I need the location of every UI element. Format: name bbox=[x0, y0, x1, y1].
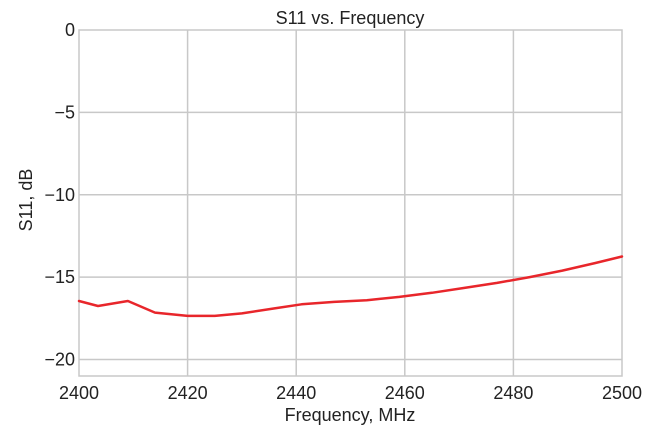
y-axis-title: S11, dB bbox=[16, 169, 36, 232]
x-tick-label: 2480 bbox=[493, 383, 533, 403]
x-tick-label: 2400 bbox=[59, 383, 99, 403]
x-tick-label: 2420 bbox=[168, 383, 208, 403]
x-tick-label: 2440 bbox=[276, 383, 316, 403]
series-layer bbox=[77, 255, 624, 318]
s11-series-line bbox=[77, 255, 624, 318]
x-tick-labels: 2400 2420 2440 2460 2480 2500 bbox=[59, 383, 642, 403]
plot-frame bbox=[78, 29, 623, 377]
x-tick-label: 2500 bbox=[602, 383, 642, 403]
y-tick-label: −20 bbox=[44, 350, 75, 370]
y-tick-label: −15 bbox=[44, 267, 75, 287]
x-axis-title: Frequency, MHz bbox=[285, 405, 416, 425]
chart-title: S11 vs. Frequency bbox=[276, 8, 425, 28]
y-tick-label: −10 bbox=[44, 185, 75, 205]
x-tick-label: 2460 bbox=[385, 383, 425, 403]
y-tick-label: 0 bbox=[65, 20, 75, 40]
y-tick-labels: 0 −5 −10 −15 −20 bbox=[44, 20, 75, 370]
y-tick-label: −5 bbox=[54, 102, 75, 122]
grid bbox=[78, 29, 623, 377]
